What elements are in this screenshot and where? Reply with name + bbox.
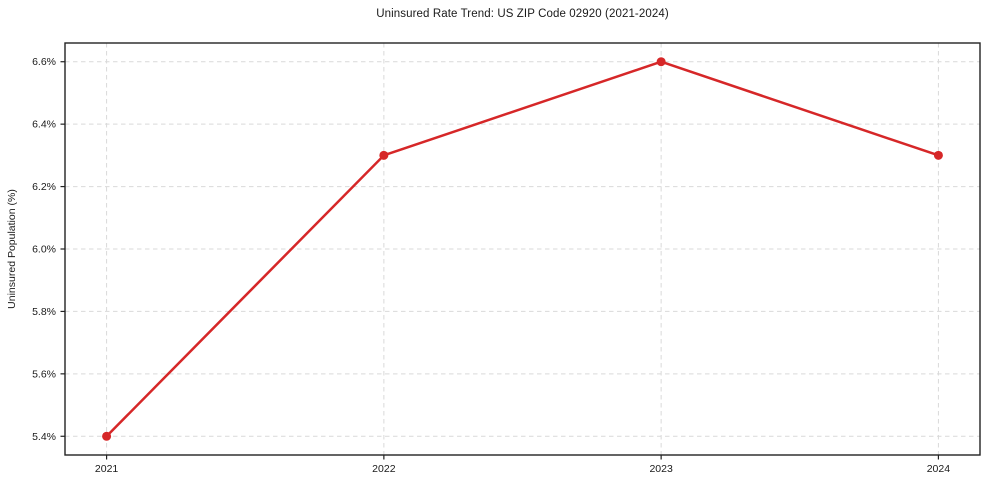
y-tick-label: 6.0% — [32, 244, 56, 256]
y-tick-label: 6.6% — [32, 56, 56, 68]
y-tick-label: 5.8% — [32, 306, 56, 318]
x-tick-label: 2024 — [927, 463, 951, 475]
chart-title: Uninsured Rate Trend: US ZIP Code 02920 … — [376, 8, 669, 20]
trend-line — [105, 60, 940, 438]
x-tick-label: 2023 — [649, 463, 673, 475]
data-point — [656, 57, 666, 67]
y-tick-label: 6.4% — [32, 119, 56, 131]
y-tick-label: 5.6% — [32, 368, 56, 380]
x-tick-label: 2021 — [95, 463, 119, 475]
data-point — [933, 150, 943, 160]
data-point — [102, 431, 112, 441]
y-tick-label: 5.4% — [32, 431, 56, 443]
y-tick-label: 6.2% — [32, 181, 56, 193]
x-tick-label: 2022 — [372, 463, 396, 475]
data-point — [379, 150, 389, 160]
